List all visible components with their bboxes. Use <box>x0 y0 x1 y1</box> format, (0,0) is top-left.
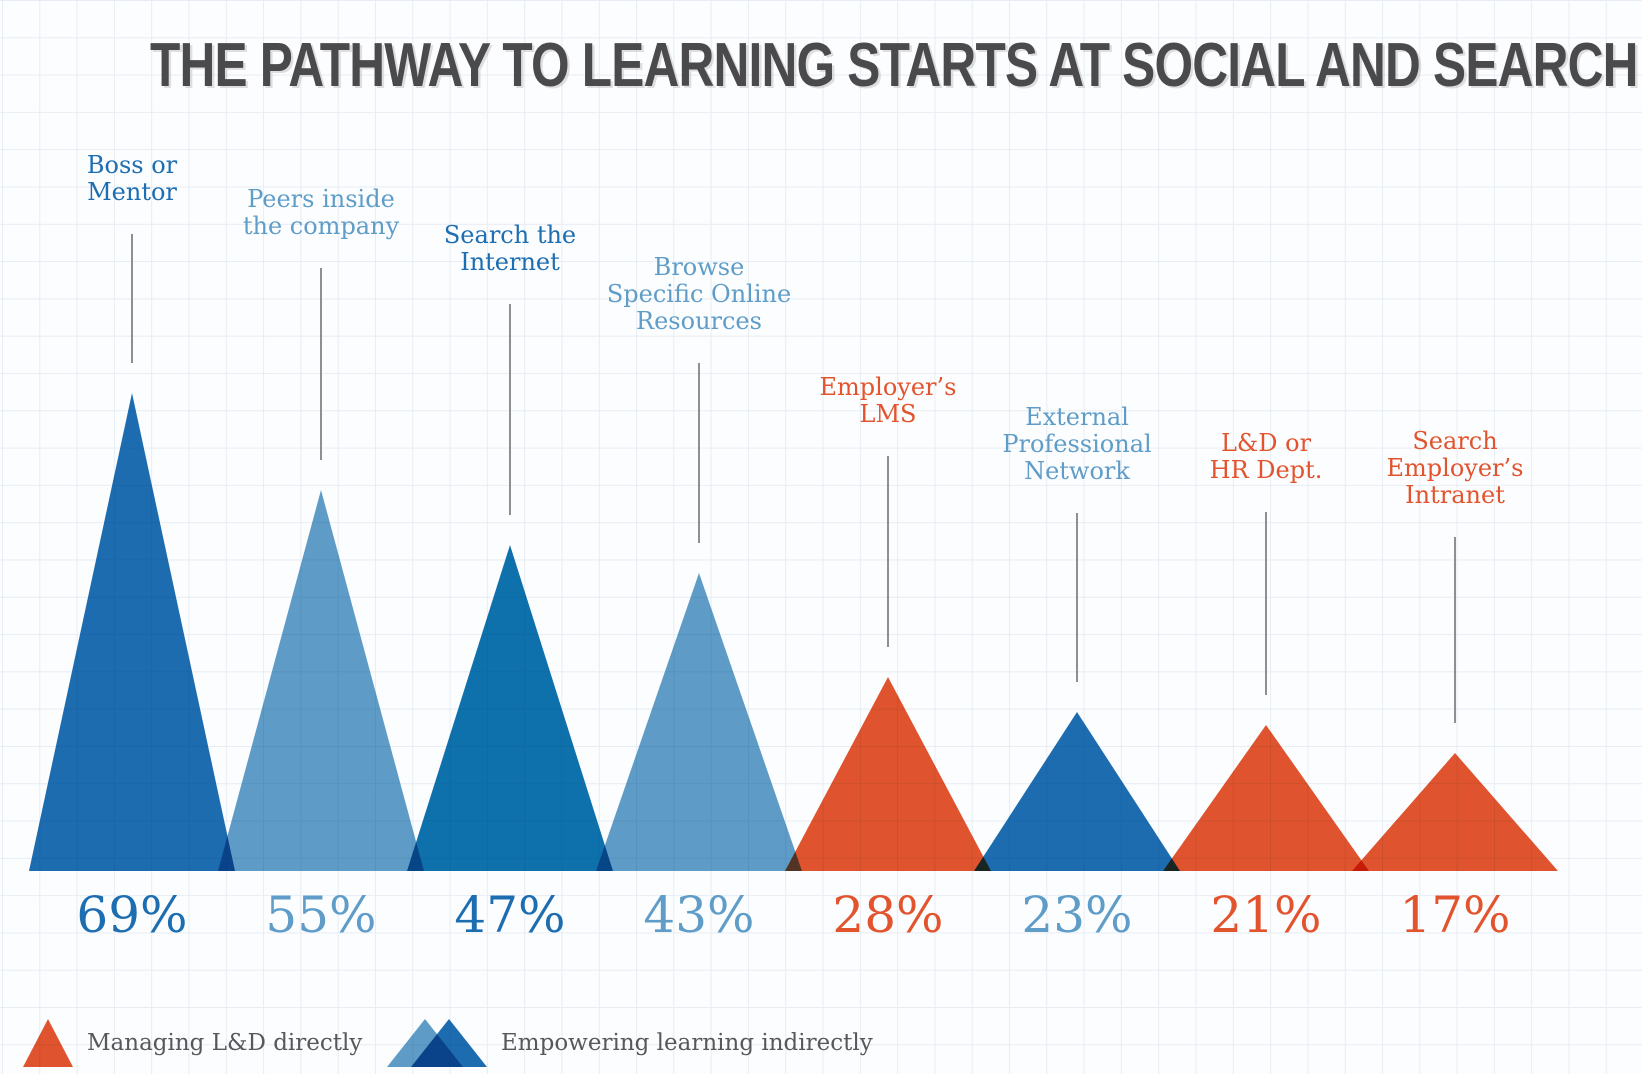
legend-item-managing-directly: Managing L&D directly <box>23 1018 362 1068</box>
legend-label: Managing L&D directly <box>87 1030 363 1056</box>
peak-label: Search the Internet <box>443 221 577 276</box>
peak-value: 43% <box>643 886 755 944</box>
peak-label: Boss or Mentor <box>86 151 178 206</box>
leader-line <box>509 304 511 515</box>
orange-triangle-icon <box>23 1019 73 1067</box>
legend-label: Empowering learning indirectly <box>501 1030 873 1056</box>
leader-line <box>1454 537 1456 723</box>
leader-line <box>1265 512 1267 695</box>
peak-value: 21% <box>1210 886 1322 944</box>
peak-triangle <box>29 393 235 871</box>
peak-value: 17% <box>1399 886 1511 944</box>
peak-value: 55% <box>265 886 377 944</box>
leader-line <box>320 268 322 460</box>
peak-value: 69% <box>76 886 188 944</box>
peak-triangle <box>785 677 991 871</box>
peak-triangle <box>974 712 1180 871</box>
peak-label: Peers inside the company <box>242 185 400 240</box>
peak-label: External Professional Network <box>1002 403 1152 485</box>
peak-label: L&D or HR Dept. <box>1209 429 1323 484</box>
peak-label: Employer’s LMS <box>819 373 957 428</box>
peak-label: Search Employer’s Intranet <box>1386 427 1524 509</box>
peak-triangle <box>1163 725 1369 871</box>
blue-triangles-icon <box>387 1019 487 1067</box>
leader-line <box>131 234 133 363</box>
leader-line <box>887 456 889 647</box>
leader-line <box>698 363 700 543</box>
peak-triangle <box>218 490 424 871</box>
chart-legend: Managing L&D directly Empowering learnin… <box>0 1018 1642 1070</box>
orange-triangle-shape <box>23 1019 73 1067</box>
legend-item-empowering-indirectly: Empowering learning indirectly <box>387 1018 873 1068</box>
peak-label: Browse Specific Online Resources <box>606 253 792 335</box>
peak-value: 23% <box>1021 886 1133 944</box>
peak-value: 28% <box>832 886 944 944</box>
peak-triangle <box>407 545 613 871</box>
page-title: THE PATHWAY TO LEARNING STARTS AT SOCIAL… <box>150 31 1638 100</box>
peak-value: 47% <box>454 886 566 944</box>
leader-line <box>1076 513 1078 682</box>
peak-triangle <box>1352 753 1558 871</box>
peak-triangle <box>596 573 802 871</box>
